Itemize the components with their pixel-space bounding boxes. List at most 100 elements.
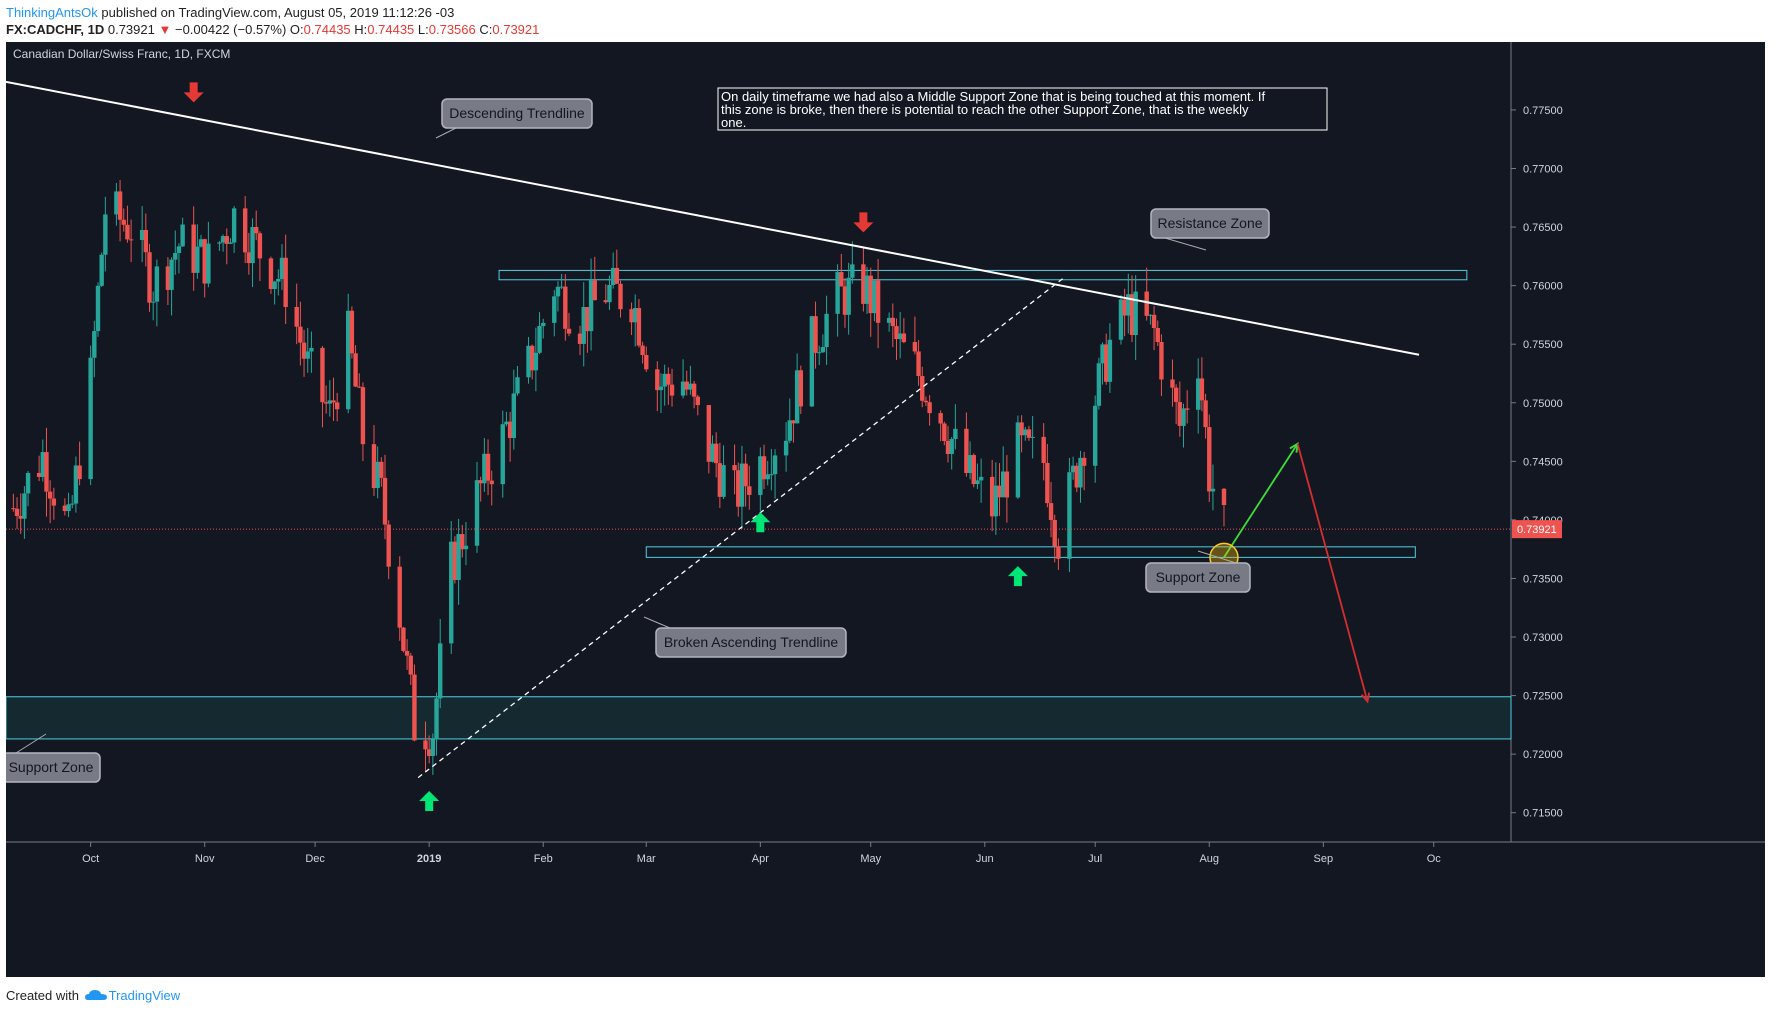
weekly-support-zone-callout-pointer bbox=[15, 733, 47, 754]
candle-body bbox=[916, 351, 921, 377]
candle-body bbox=[14, 508, 20, 516]
candle-body bbox=[717, 463, 723, 497]
candle-body bbox=[552, 296, 557, 323]
tradingview-link[interactable]: TradingView bbox=[108, 988, 181, 1003]
candle-body bbox=[482, 453, 487, 484]
down-arrow-icon bbox=[853, 212, 874, 233]
candle-body bbox=[449, 541, 454, 644]
candle-body bbox=[964, 428, 969, 473]
candle-body bbox=[1196, 378, 1201, 410]
candle-body bbox=[346, 310, 351, 410]
x-tick-label: Oct bbox=[82, 853, 99, 865]
candle-body bbox=[526, 345, 531, 378]
candle-body bbox=[357, 386, 362, 388]
candle-body bbox=[375, 461, 380, 489]
candle-body bbox=[62, 505, 68, 512]
candle-body bbox=[1078, 457, 1083, 488]
resistance-zone-callout-pointer bbox=[1164, 237, 1207, 251]
candle-body bbox=[566, 328, 572, 334]
candle-body bbox=[695, 396, 700, 406]
middle-support-zone-callout-text: Support Zone bbox=[1156, 569, 1241, 585]
candle-body bbox=[971, 455, 976, 485]
candle-body bbox=[305, 351, 310, 359]
candle-body bbox=[1004, 471, 1010, 498]
y-tick-label: 0.77000 bbox=[1523, 164, 1563, 176]
candle-body bbox=[103, 214, 108, 255]
candle-body bbox=[1122, 299, 1127, 316]
candle-body bbox=[456, 534, 461, 580]
candle-body bbox=[897, 333, 903, 340]
candle-body bbox=[872, 280, 877, 314]
candle-body bbox=[1203, 400, 1208, 428]
analysis-note: On daily timeframe we had also a Middle … bbox=[717, 87, 1328, 131]
candle-body bbox=[835, 272, 840, 314]
candle-body bbox=[592, 280, 597, 301]
candle-body bbox=[655, 369, 660, 391]
chart-area[interactable]: 0.77500 0.77000 0.76500 0.76000 0.75500 0.750… bbox=[6, 42, 1765, 977]
candle-body bbox=[474, 480, 480, 546]
symbol-label: FX:CADCHF, 1D bbox=[6, 22, 105, 37]
candle-body bbox=[489, 480, 494, 485]
down-arrow-shape bbox=[853, 212, 874, 233]
candle-body bbox=[537, 326, 542, 353]
candle-body bbox=[739, 463, 745, 507]
high-value: 0.74435 bbox=[367, 22, 415, 37]
candle-body bbox=[1126, 294, 1131, 316]
candle-body bbox=[323, 402, 329, 404]
price-chart[interactable]: 0.77500 0.77000 0.76500 0.76000 0.75500 0.750… bbox=[6, 42, 1765, 977]
candle-body bbox=[920, 376, 925, 401]
candle-body bbox=[669, 384, 675, 396]
candle-body bbox=[114, 191, 119, 215]
candle-body bbox=[25, 472, 31, 494]
candle-body bbox=[1067, 472, 1072, 559]
candle-body bbox=[51, 498, 57, 506]
descending-trendline-callout: Descending Trendline bbox=[435, 98, 593, 139]
y-tick-label: 0.76500 bbox=[1523, 222, 1563, 234]
down-arrow-icon bbox=[183, 82, 204, 103]
candle-body bbox=[1019, 422, 1024, 436]
candle-body bbox=[246, 252, 252, 264]
candle-body bbox=[1148, 314, 1153, 316]
candle-body bbox=[1074, 465, 1079, 488]
candle-body bbox=[191, 224, 196, 273]
candle-body bbox=[320, 347, 325, 403]
candle-body bbox=[206, 243, 211, 284]
broken-trendline-callout-text: Broken Ascending Trendline bbox=[664, 634, 839, 650]
candle-body bbox=[77, 465, 82, 480]
x-tick-label: Nov bbox=[195, 853, 215, 865]
open-value: 0.74435 bbox=[303, 22, 351, 37]
resistance-zone-callout-text: Resistance Zone bbox=[1157, 215, 1262, 231]
resistance-zone-callout-box bbox=[1150, 208, 1270, 239]
down-arrow-shape bbox=[183, 82, 204, 103]
x-tick-label: Oc bbox=[1427, 853, 1442, 865]
candle-body bbox=[577, 333, 583, 344]
analysis-note-line: On daily timeframe we had also a Middle … bbox=[721, 89, 1266, 104]
weekly-support-zone-callout: Support Zone bbox=[6, 733, 101, 783]
candle-body bbox=[713, 443, 719, 464]
y-tick-label: 0.75000 bbox=[1523, 398, 1563, 410]
candle-body bbox=[736, 470, 741, 507]
chart-header: ThinkingAntsOk published on TradingView.… bbox=[0, 0, 1771, 42]
candle-body bbox=[298, 326, 303, 343]
candle-body bbox=[438, 643, 443, 699]
candle-body bbox=[588, 280, 594, 332]
analysis-note-line: this zone is broke, then there is potent… bbox=[721, 102, 1249, 117]
price-change: −0.00422 (−0.57%) bbox=[174, 22, 287, 37]
candle-body bbox=[614, 267, 620, 284]
candle-body bbox=[640, 345, 645, 356]
candle-body bbox=[250, 227, 255, 264]
candle-body bbox=[121, 219, 126, 225]
candle-body bbox=[610, 267, 616, 285]
candle-body bbox=[629, 309, 634, 323]
weekly-support-zone-callout-text: Support Zone bbox=[9, 759, 94, 775]
candle-body bbox=[139, 230, 145, 240]
y-tick-label: 0.71500 bbox=[1523, 808, 1563, 820]
candle-body bbox=[953, 428, 958, 439]
candle-body bbox=[500, 424, 505, 485]
author-link[interactable]: ThinkingAntsOk bbox=[6, 5, 98, 20]
candle-body bbox=[1001, 471, 1006, 498]
candle-body bbox=[1092, 405, 1098, 466]
candle-body bbox=[1129, 294, 1135, 336]
candle-body bbox=[555, 286, 561, 297]
candle-body bbox=[165, 266, 171, 290]
